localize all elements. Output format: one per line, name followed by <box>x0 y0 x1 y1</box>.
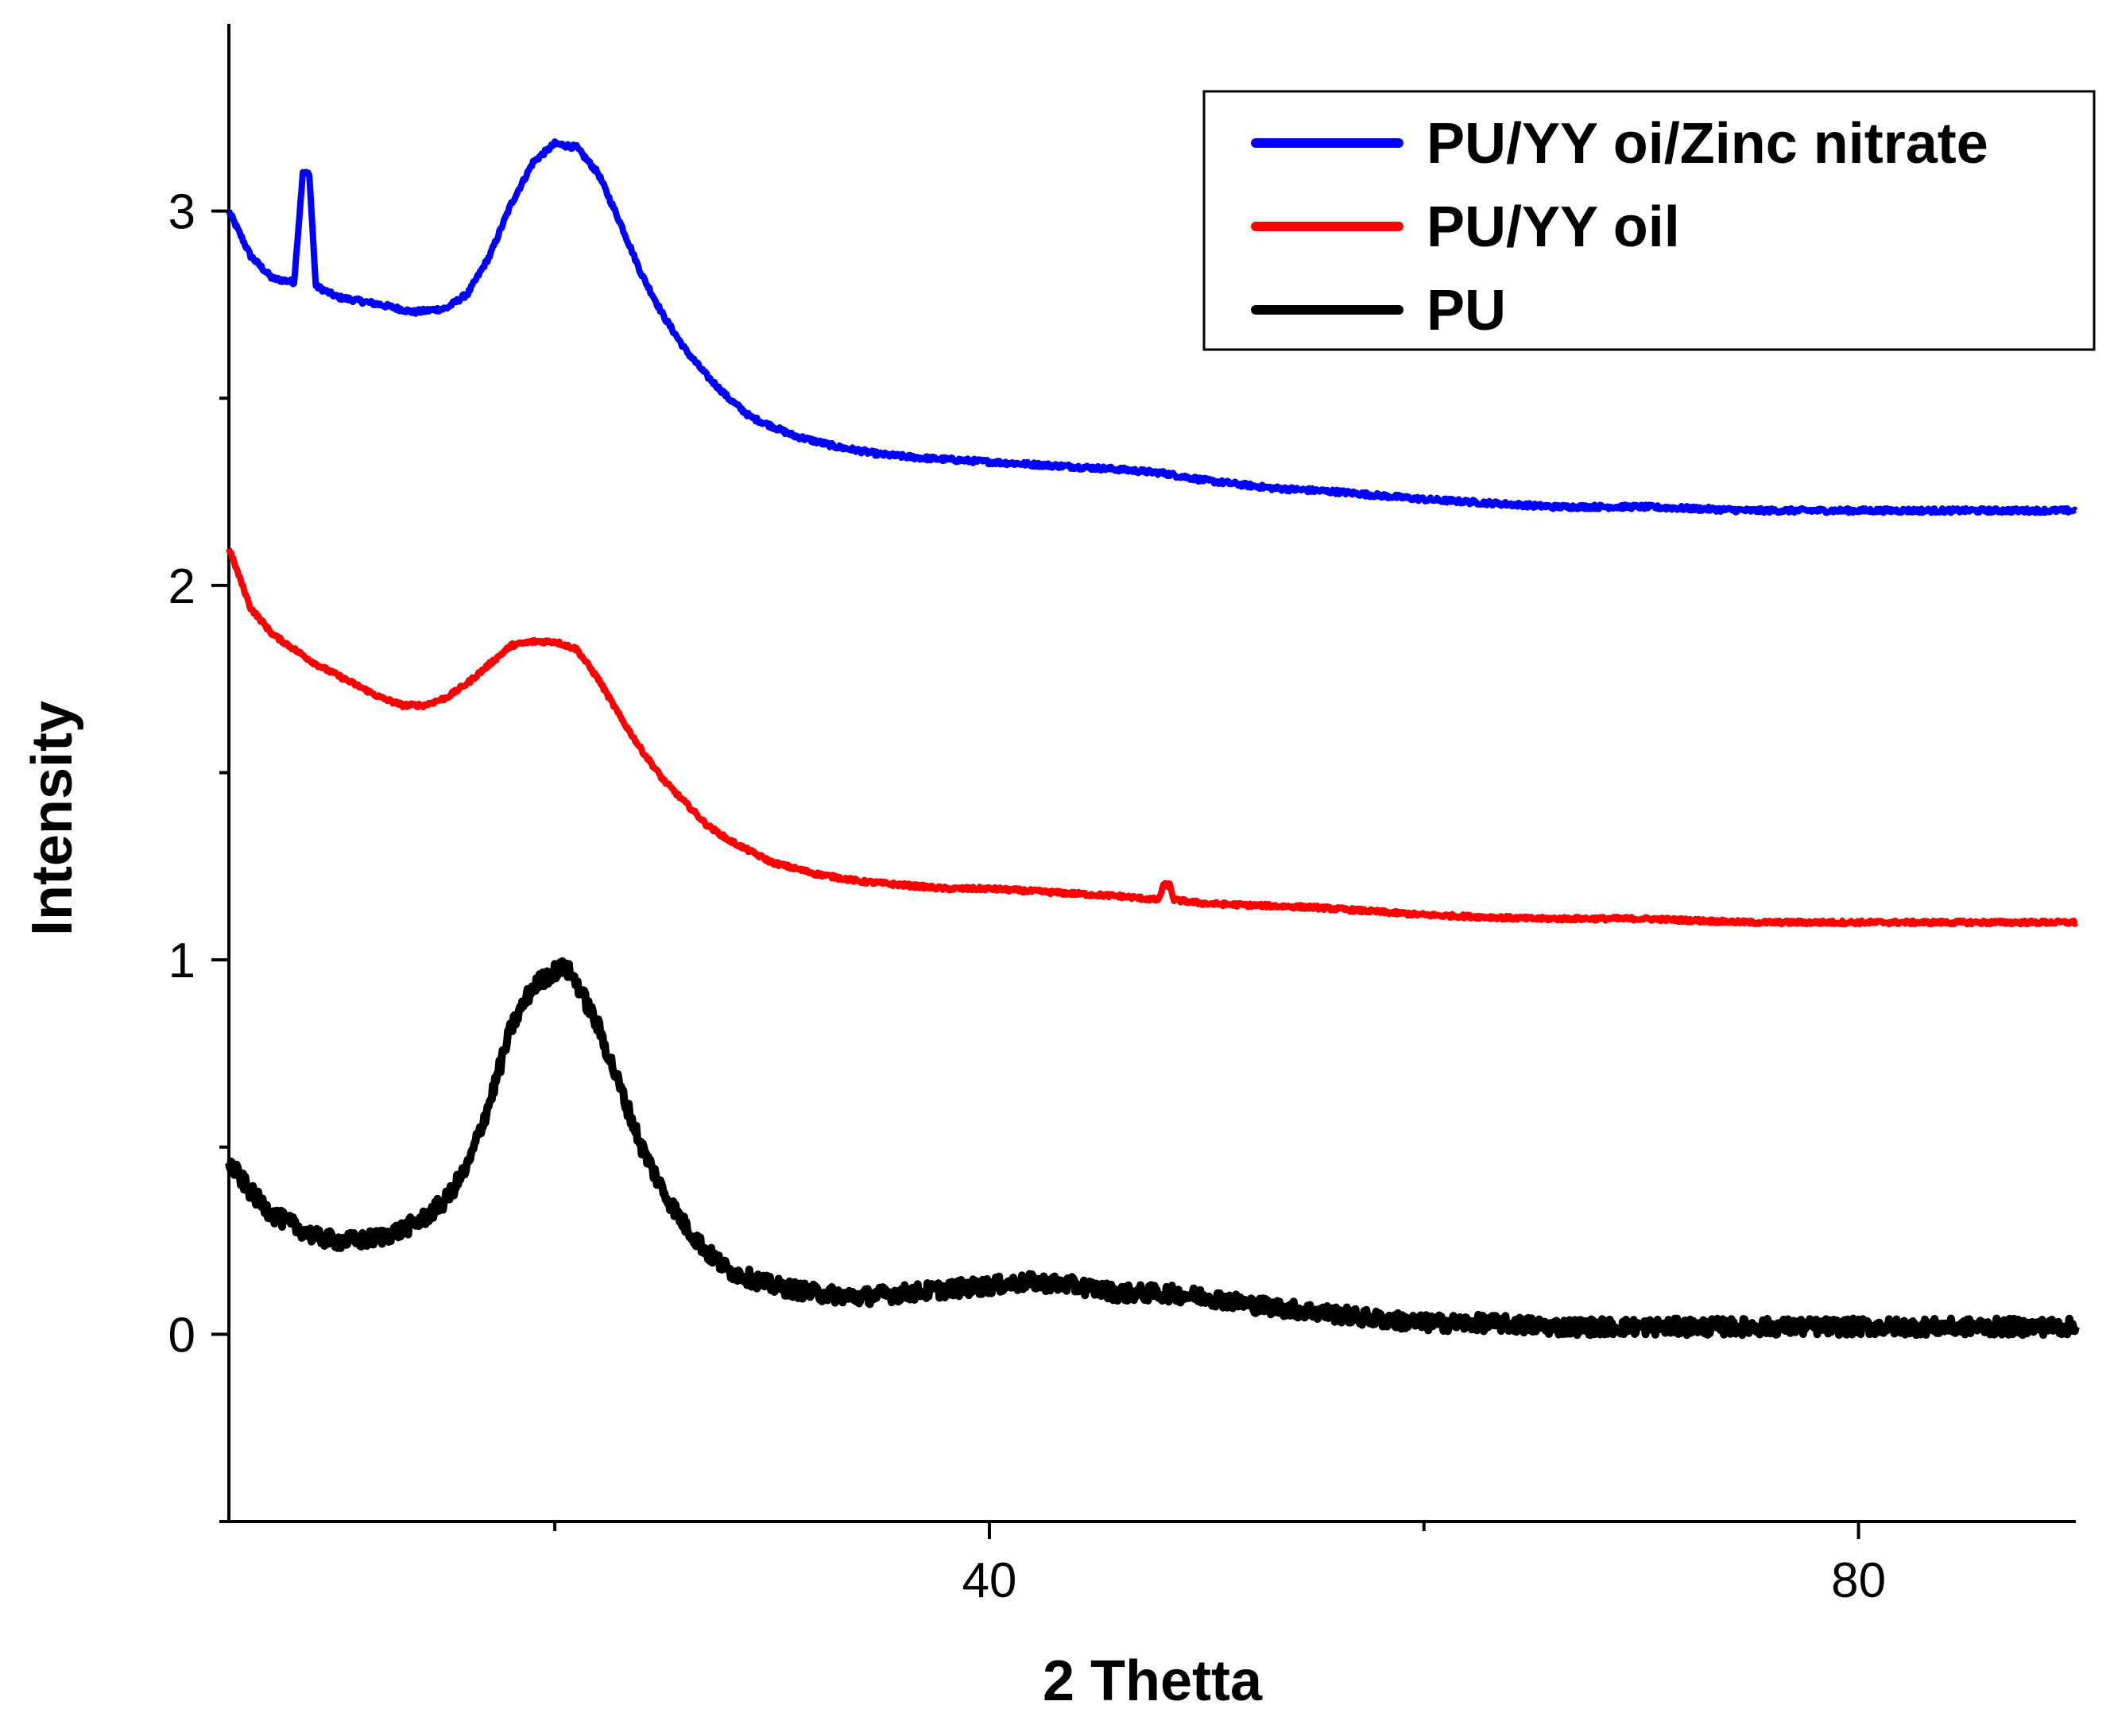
ticks-layer: 0 1 2 3 40 80 <box>168 185 1887 1608</box>
y-tick-label: 2 <box>168 559 196 614</box>
series-zinc-nitrate <box>226 138 2078 516</box>
legend-label: PU/YY oil <box>1427 195 1680 259</box>
series-layer <box>225 138 2080 1340</box>
legend: PU/YY oi/Zinc nitrate PU/YY oil PU <box>1202 90 2096 351</box>
y-axis-title: Intensity <box>21 701 84 936</box>
series-pu <box>225 957 2080 1340</box>
legend-label: PU/YY oi/Zinc nitrate <box>1427 112 1988 176</box>
legend-label: PU <box>1427 279 1506 342</box>
x-axis-title: 2 Thetta <box>1043 1649 1263 1713</box>
x-tick-label: 80 <box>1831 1553 1886 1608</box>
y-tick-label: 3 <box>168 185 196 240</box>
x-tick-label: 40 <box>962 1553 1016 1608</box>
series-yy-oil <box>226 547 2079 928</box>
y-tick-label: 1 <box>168 934 196 988</box>
y-tick-label: 0 <box>168 1308 196 1363</box>
